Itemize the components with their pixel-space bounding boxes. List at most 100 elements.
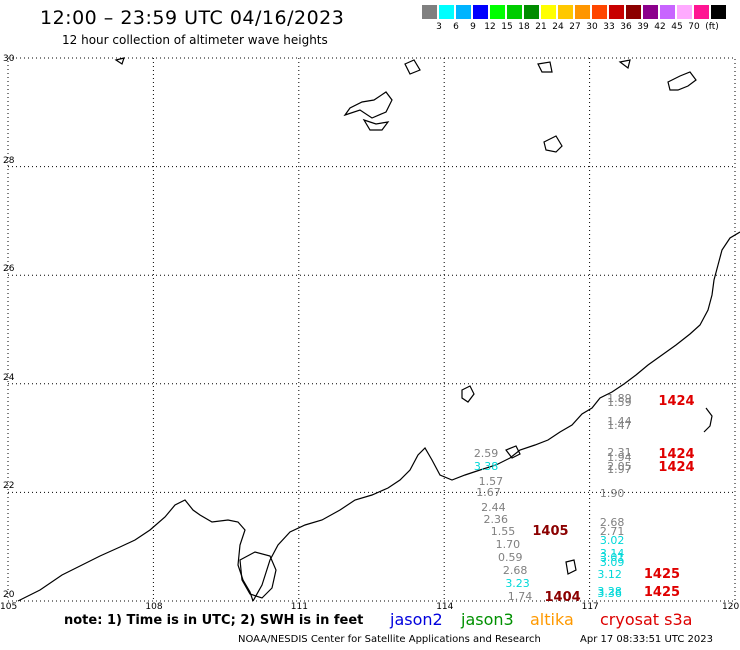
colorbar-label: 42 [654,22,666,32]
wave-height-label: 2.31 [607,446,632,460]
wave-height-label: 3.09 [599,555,625,569]
wave-height-label: 1.47 [607,419,632,433]
colorbar-swatch [507,5,522,19]
lon-tick-label: 105 [0,602,18,612]
colorbar-label: 6 [453,22,459,32]
colorbar-swatch [490,5,505,19]
colorbar-label: 36 [620,22,632,32]
colorbar-label: 3 [436,22,442,32]
colorbar-swatch [473,5,488,19]
map-title: 12:00 – 23:59 UTC 04/16/2023 [40,7,345,29]
pass-time-label: 1424 [658,393,695,409]
colorbar-swatch [609,5,624,19]
colorbar-swatch [660,5,675,19]
wave-height-label: 2.68 [502,564,528,578]
colorbar-swatch [626,5,641,19]
pass-time-label: 1425 [643,584,681,600]
colorbar-label: 27 [569,22,581,32]
pass-time-label: 1404 [544,589,581,605]
colorbar-label: 9 [470,22,476,32]
colorbar-label: 39 [637,22,649,32]
hainan-island [239,551,277,599]
lon-tick-label: 114 [436,602,454,612]
pass-time-label: 1405 [532,524,569,540]
wave-height-label: 3.14 [599,546,625,560]
lat-tick-label: 26 [3,264,15,275]
colorbar-swatch [422,5,437,19]
island [505,445,521,459]
lon-tick-label: 120 [722,602,740,612]
wave-height-label: 1.44 [607,414,632,428]
wave-height-label: 1.55 [490,525,516,539]
lat-tick-label: 24 [3,372,15,383]
wave-height-label: 1.70 [495,538,521,552]
wave-height-label: 1.97 [607,463,632,477]
wave-height-label: 1.90 [599,487,625,501]
map-subtitle: 12 hour collection of altimeter wave hei… [62,33,328,47]
colorbar-swatch [558,5,573,19]
colorbar-swatch [694,5,709,19]
lake [667,71,697,91]
lake [114,57,125,65]
wave-height-label: 3.38 [473,459,499,473]
colorbar-label: 18 [518,22,530,32]
generated-timestamp: Apr 17 08:33:51 UTC 2023 [580,634,713,645]
lake [362,118,390,131]
wave-height-label: 3.02 [599,534,625,548]
colorbar-label: 45 [671,22,683,32]
lake [404,59,421,75]
credit-line: NOAA/NESDIS Center for Satellite Applica… [238,634,541,645]
lon-tick-label: 111 [290,602,308,612]
wave-height-label: 3.12 [597,568,622,582]
mainland-coastline [17,231,740,602]
colorbar-swatch [592,5,607,19]
wave-height-label: 1.89 [607,392,632,405]
coastline [17,57,740,602]
wave-height-label: 1.74 [507,590,533,604]
lon-tick-label: 117 [581,602,599,612]
wave-height-label: 3.28 [597,584,622,598]
altimeter-map [7,57,740,602]
colorbar-swatch [439,5,454,19]
wave-height-label: 1.57 [478,474,504,488]
island [461,385,475,403]
map-frame [7,57,736,602]
lat-tick-label: 22 [3,481,15,492]
wave-height-label: 3.23 [505,576,530,590]
colorbar-swatch [524,5,539,19]
satellite-legend-item: cryosat s3a [600,610,693,629]
wave-height-label: 3.36 [597,587,622,601]
colorbar-swatch [541,5,556,19]
taiwan-coast [703,407,713,433]
satellite-legend-item: jason2 [390,610,443,629]
lake [537,61,553,73]
wave-height-label: 2.05 [607,459,632,473]
lat-lon-grid [7,57,736,602]
colorbar-unit: (ft) [705,22,719,32]
lat-tick-label: 20 [3,590,15,600]
colorbar-label: 33 [603,22,615,32]
pass-time-label: 1424 [658,459,695,475]
wave-height-label: 1.59 [607,396,632,410]
wave-height-label: 1.67 [476,486,501,500]
island [565,559,577,575]
colorbar-label: 24 [552,22,564,32]
colorbar-label: 12 [484,22,496,32]
colorbar-label: 21 [535,22,547,32]
wave-height-label: 3.01 [599,550,625,564]
colorbar-swatch [711,5,726,19]
colorbar-swatch [575,5,590,19]
wave-height-label: 2.44 [481,500,506,514]
colorbar-swatch [677,5,692,19]
lake [618,59,631,70]
wave-height-label: 2.71 [599,525,625,539]
lake [343,91,393,119]
wave-height-label: 2.59 [473,447,499,461]
colorbar-label: 15 [501,22,513,32]
lake [543,135,563,153]
satellite-legend-item: jason3 [461,610,514,629]
colorbar-label: 30 [586,22,598,32]
colorbar-swatch [456,5,471,19]
colorbar-label: 70 [688,22,700,32]
wave-height-label: 2.36 [483,512,509,526]
